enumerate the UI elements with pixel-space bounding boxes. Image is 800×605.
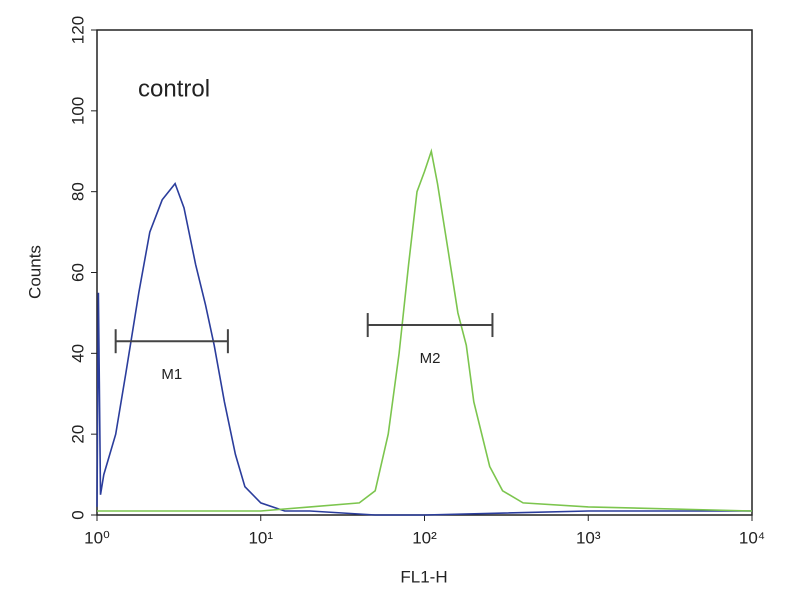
y-tick-label: 100 <box>68 97 87 125</box>
y-tick-label: 40 <box>68 344 87 363</box>
marker-label: M2 <box>420 350 441 367</box>
x-axis-label: FL1-H <box>400 567 447 586</box>
x-tick-label: 10³ <box>576 528 601 547</box>
x-tick-label: 10⁰ <box>84 528 110 547</box>
x-tick-label: 10² <box>412 528 437 547</box>
y-tick-label: 120 <box>68 16 87 44</box>
x-tick-label: 10¹ <box>248 528 273 547</box>
annotation: control <box>138 75 210 102</box>
y-axis-label: Counts <box>25 245 44 299</box>
x-tick-label: 10⁴ <box>739 528 765 547</box>
y-tick-label: 20 <box>68 425 87 444</box>
histogram-line <box>96 181 752 516</box>
y-tick-label: 60 <box>68 263 87 282</box>
marker-label: M1 <box>161 366 182 383</box>
y-tick-label: 0 <box>68 510 87 519</box>
histogram-line <box>97 148 753 512</box>
plot-frame <box>96 29 753 516</box>
y-tick-label: 80 <box>68 182 87 201</box>
